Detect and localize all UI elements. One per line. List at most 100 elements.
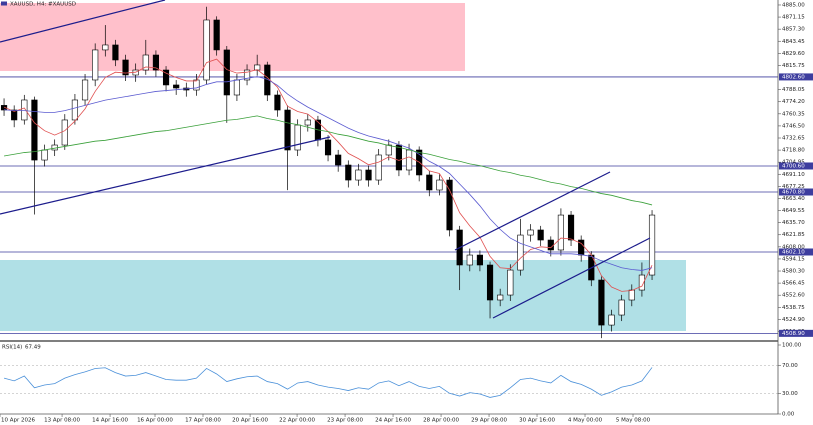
marks: [0, 6, 778, 398]
level-label: 4670.80: [782, 190, 805, 196]
candle-body: [385, 144, 392, 156]
y-tick-label: 4649.55: [782, 208, 805, 214]
rsi-line: [3, 367, 653, 398]
candle-body: [142, 54, 149, 71]
moving-average: [3, 115, 653, 206]
x-tick-label: 17 Apr 08:00: [185, 418, 221, 424]
y-tick-label: 4608.00: [782, 244, 805, 250]
candle-body: [324, 139, 332, 156]
candle-body: [628, 289, 635, 301]
candle-body: [41, 149, 48, 161]
level-label-box: [779, 162, 813, 170]
level-label-box: [779, 188, 813, 196]
y-tick-label: 4594.15: [782, 256, 805, 262]
level-label-box: [779, 248, 813, 256]
candle-body: [304, 119, 311, 126]
candle-body: [537, 229, 544, 241]
level-label: 4602.10: [782, 249, 805, 255]
x-tick-label: 10 Apr 2026: [1, 418, 36, 424]
chart-title: XAUUSD, H4: #XAUUSD: [10, 2, 76, 8]
x-tick-label: 24 Apr 16:00: [375, 418, 411, 424]
y-tick-label: 0.00: [782, 412, 795, 418]
y-tick-label: 100.00: [782, 343, 802, 349]
x-tick-label: 5 May 08:00: [616, 418, 651, 424]
candle-body: [608, 314, 615, 326]
y-tick-label: 30.00: [782, 391, 798, 397]
levels: [0, 76, 778, 334]
candle-body: [497, 294, 504, 301]
candle-body: [355, 169, 362, 181]
y-tick-label: 4829.60: [782, 51, 805, 57]
trendline: [454, 171, 611, 251]
candle-body: [213, 19, 220, 51]
candle-body: [92, 49, 99, 81]
candle-body: [426, 174, 433, 191]
x-tick-label: 4 May 00:00: [568, 418, 603, 424]
rsi-value: 67.49: [25, 345, 41, 351]
level-label: 4802.60: [782, 74, 805, 80]
candle-body: [395, 144, 403, 171]
candle-body: [486, 264, 494, 301]
y-tick-label: 4580.30: [782, 269, 805, 275]
candle-body: [243, 69, 251, 81]
y-tick-label: 4524.90: [782, 317, 805, 323]
x-tick-label: 16 Apr 00:00: [137, 418, 173, 424]
y-tick-label: 4718.80: [782, 148, 805, 154]
candle-body: [507, 269, 514, 296]
level-label-box: [779, 329, 813, 337]
candle-body: [122, 59, 129, 76]
level-label: 4700.60: [782, 163, 805, 169]
candle-body: [233, 79, 241, 96]
candle-body: [274, 94, 281, 111]
candle-body: [375, 154, 382, 181]
candle-body: [527, 229, 534, 236]
candle-body: [567, 214, 575, 241]
candle-body: [223, 49, 230, 96]
rsi-title: RSI(14): [2, 345, 22, 351]
price-axis-bg: [778, 0, 813, 425]
candle-body: [162, 69, 170, 86]
y-tick-label: 4871.15: [782, 15, 805, 21]
candle-body: [476, 254, 484, 266]
x-tick-label: 20 Apr 16:00: [232, 418, 268, 424]
candle-body: [517, 234, 524, 271]
y-tick-label: 4885.00: [782, 2, 805, 8]
candle-body: [102, 44, 109, 51]
y-tick-label: 4774.20: [782, 99, 805, 105]
trendlines: [0, 0, 651, 319]
candle-body: [203, 19, 210, 81]
y-tick-label: 4566.45: [782, 281, 805, 287]
x-tick-label: 23 Apr 08:00: [327, 418, 363, 424]
y-tick-label: 4815.75: [782, 63, 805, 69]
candle-body: [71, 99, 79, 121]
candle-body: [547, 239, 554, 251]
y-tick-label: 4635.70: [782, 220, 805, 226]
candle-body: [598, 279, 605, 326]
moving-average: [4, 76, 653, 271]
candle-body: [638, 274, 646, 291]
y-tick-label: 4746.50: [782, 123, 805, 129]
candle-body: [436, 179, 443, 191]
trendline: [0, 136, 331, 215]
y-tick-label: 70.00: [782, 363, 798, 369]
candle-body: [618, 299, 625, 316]
x-tick-label: 30 Apr 16:00: [519, 418, 555, 424]
demand-zone: [0, 260, 686, 331]
candle-body: [81, 79, 89, 101]
y-tick-label: 4621.85: [782, 232, 805, 238]
x-tick-label: 14 Apr 16:00: [92, 418, 128, 424]
candle-body: [193, 79, 200, 91]
candle-body: [405, 149, 413, 171]
y-tick-label: 4857.30: [782, 27, 805, 33]
candle-body: [152, 54, 160, 71]
candle-body: [466, 254, 473, 266]
x-tick-label: 28 Apr 00:00: [423, 418, 459, 424]
candle-body: [446, 179, 453, 231]
level-label: 4508.90: [782, 331, 805, 337]
x-tick-label: 13 Apr 08:00: [44, 418, 80, 424]
y-tick-label: 4843.45: [782, 39, 805, 45]
y-tick-label: 4732.65: [782, 135, 805, 141]
